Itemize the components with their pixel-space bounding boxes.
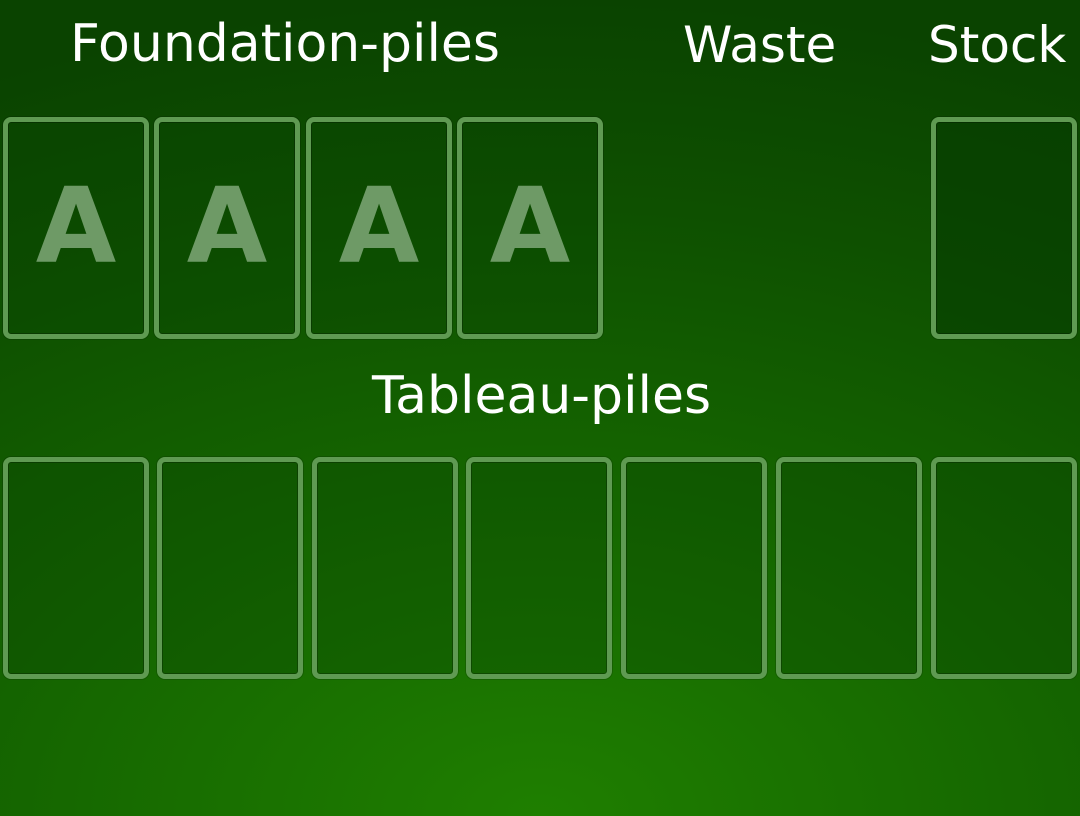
tableau-pile-7[interactable] bbox=[931, 457, 1077, 679]
foundation-pile-1[interactable]: A bbox=[3, 117, 149, 339]
ace-placeholder: A bbox=[35, 164, 117, 287]
tableau-pile-2[interactable] bbox=[157, 457, 303, 679]
ace-placeholder: A bbox=[338, 164, 420, 287]
stock-label: Stock bbox=[928, 16, 1067, 74]
tableau-pile-5[interactable] bbox=[621, 457, 767, 679]
foundation-piles-label: Foundation-piles bbox=[70, 14, 501, 74]
tableau-piles-label: Tableau-piles bbox=[372, 366, 712, 426]
waste-label: Waste bbox=[683, 16, 837, 74]
ace-placeholder: A bbox=[186, 164, 268, 287]
ace-placeholder: A bbox=[489, 164, 571, 287]
stock-pile[interactable] bbox=[931, 117, 1077, 339]
tableau-pile-6[interactable] bbox=[776, 457, 922, 679]
tableau-pile-3[interactable] bbox=[312, 457, 458, 679]
foundation-pile-4[interactable]: A bbox=[457, 117, 603, 339]
foundation-pile-3[interactable]: A bbox=[306, 117, 452, 339]
tableau-pile-1[interactable] bbox=[3, 457, 149, 679]
foundation-pile-2[interactable]: A bbox=[154, 117, 300, 339]
tableau-pile-4[interactable] bbox=[466, 457, 612, 679]
